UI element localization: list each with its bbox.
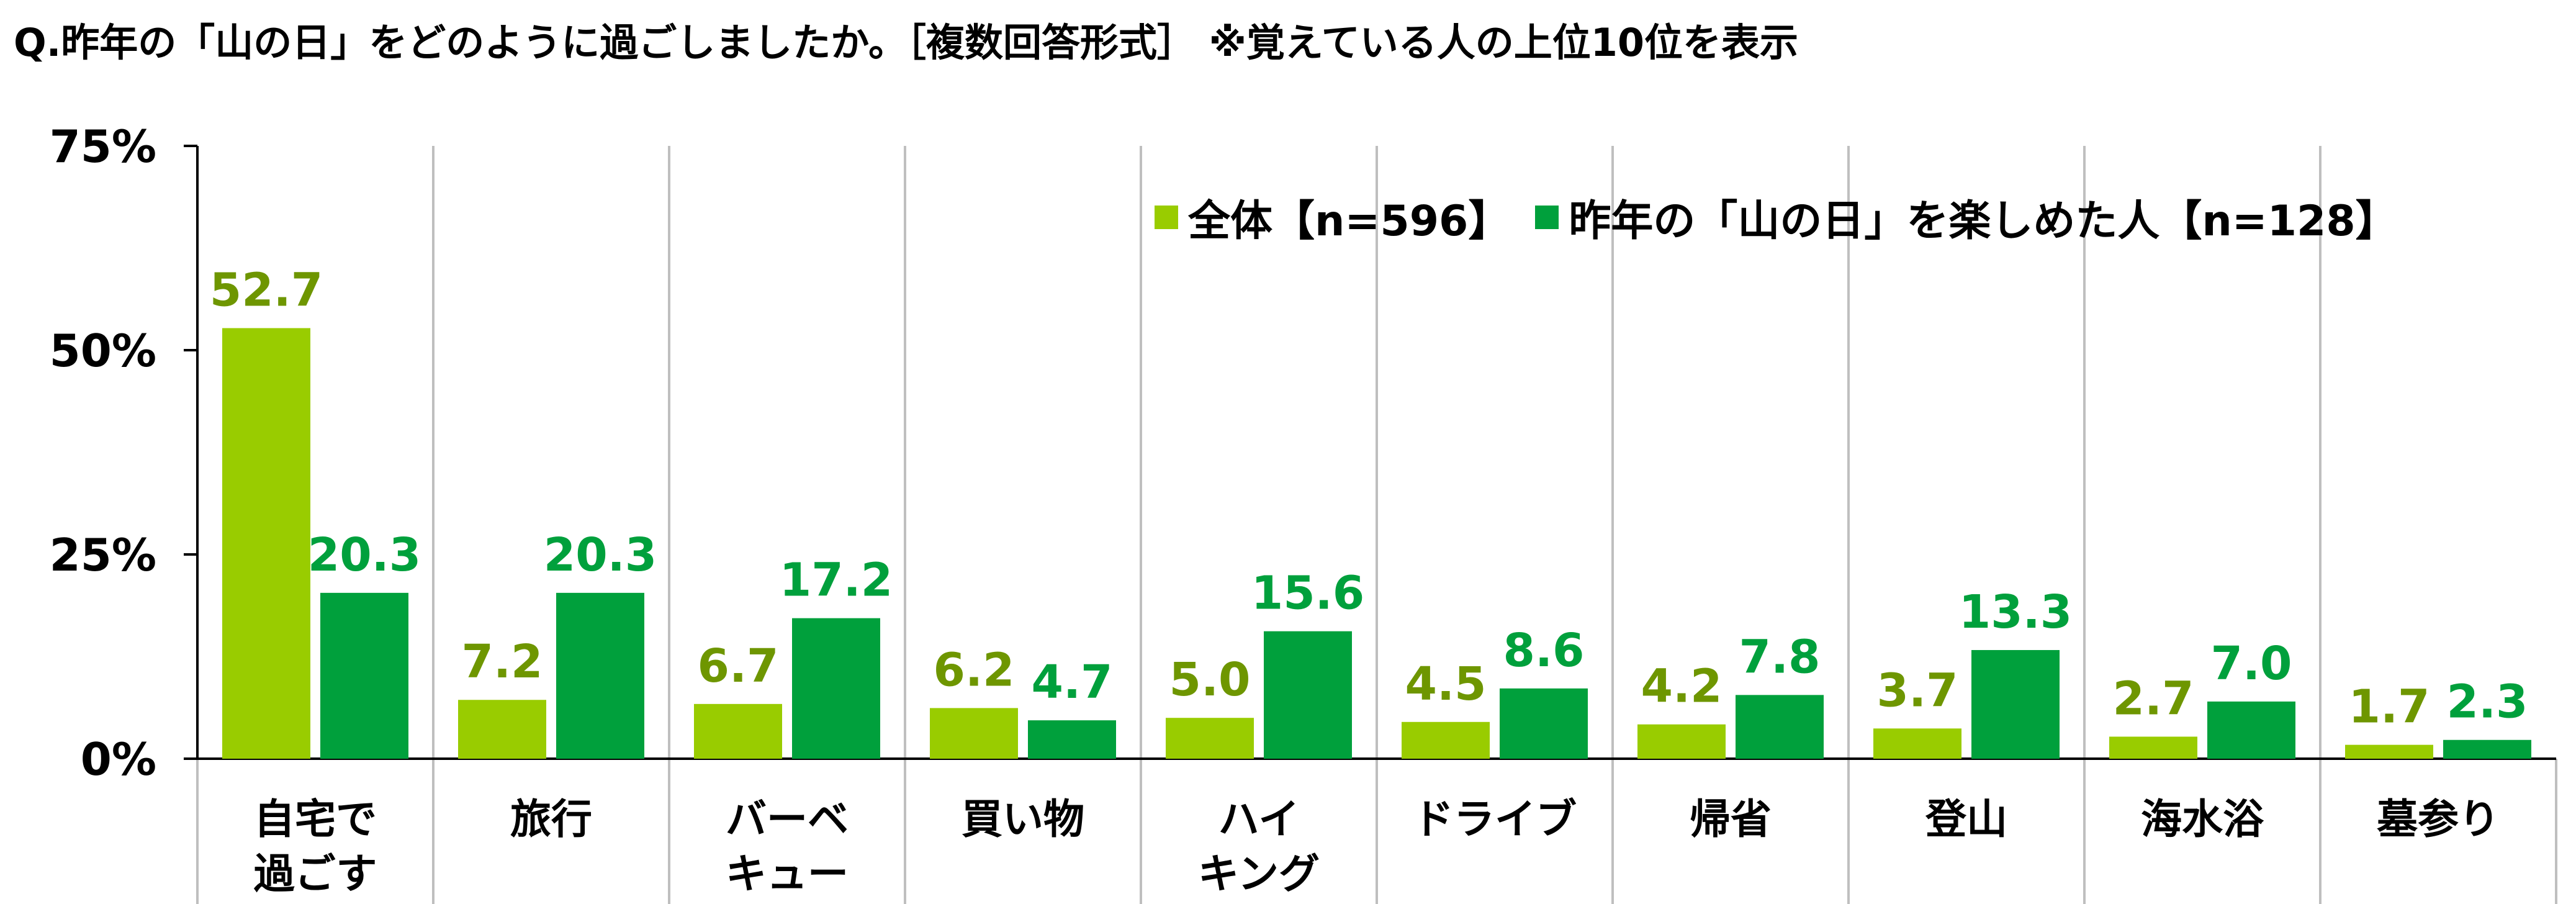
bar-enjoyed bbox=[2207, 701, 2295, 759]
data-label-all: 4.2 bbox=[1641, 660, 1722, 713]
bar-all bbox=[1873, 728, 1961, 759]
category-label: 海水浴 bbox=[2141, 795, 2264, 843]
data-label-all: 7.2 bbox=[461, 635, 543, 689]
data-label-enjoyed: 20.3 bbox=[544, 528, 657, 582]
data-label-all: 1.7 bbox=[2348, 680, 2430, 734]
bar-enjoyed bbox=[320, 592, 408, 759]
bar-all bbox=[1637, 724, 1726, 759]
category-label: キュー bbox=[726, 850, 849, 898]
bar-enjoyed bbox=[1264, 631, 1352, 759]
category-label: 買い物 bbox=[961, 795, 1084, 843]
category-label: ハイ bbox=[1218, 795, 1300, 843]
legend-swatch-all bbox=[1155, 205, 1178, 229]
category-label: 帰省 bbox=[1690, 795, 1772, 843]
data-label-enjoyed: 13.3 bbox=[1959, 585, 2073, 639]
bar-enjoyed bbox=[1736, 695, 1824, 759]
category-label: 旅行 bbox=[510, 795, 592, 843]
category-label: 登山 bbox=[1925, 795, 2007, 843]
bar-enjoyed bbox=[1500, 688, 1588, 759]
data-label-enjoyed: 8.6 bbox=[1503, 624, 1584, 677]
category-label: 過ごす bbox=[254, 850, 377, 898]
data-label-all: 6.7 bbox=[697, 640, 778, 693]
bar-enjoyed bbox=[1028, 720, 1116, 759]
bar-all bbox=[222, 328, 310, 759]
data-label-all: 52.7 bbox=[210, 263, 323, 317]
bar-all bbox=[694, 703, 782, 759]
category-label: ドライブ bbox=[1413, 795, 1577, 843]
data-label-all: 6.2 bbox=[933, 643, 1014, 697]
data-label-enjoyed: 2.3 bbox=[2446, 676, 2528, 729]
bar-all bbox=[458, 700, 546, 759]
y-tick-label: 75% bbox=[50, 120, 156, 173]
data-label-enjoyed: 17.2 bbox=[780, 554, 893, 607]
category-label: バーベ bbox=[726, 795, 849, 843]
legend-label-enjoyed: 昨年の「山の日」を楽しめた人【n=128】 bbox=[1569, 197, 2398, 246]
bar-enjoyed bbox=[556, 592, 644, 759]
data-label-all: 3.7 bbox=[1876, 664, 1958, 717]
data-label-enjoyed: 15.6 bbox=[1251, 567, 1365, 620]
bar-all bbox=[1402, 721, 1490, 759]
y-tick-label: 0% bbox=[81, 733, 156, 785]
bar-all bbox=[2109, 736, 2197, 759]
legend-label-all: 全体【n=596】 bbox=[1188, 197, 1511, 246]
data-label-enjoyed: 7.0 bbox=[2210, 637, 2292, 690]
bar-enjoyed bbox=[2443, 739, 2531, 759]
legend: 全体【n=596】 昨年の「山の日」を楽しめた人【n=128】 bbox=[1155, 186, 2398, 248]
data-label-enjoyed: 20.3 bbox=[308, 528, 421, 582]
y-tick-label: 25% bbox=[50, 529, 156, 581]
category-label: 自宅で bbox=[254, 795, 377, 843]
bar-all bbox=[930, 708, 1018, 759]
category-label: 墓参り bbox=[2377, 795, 2500, 843]
data-label-enjoyed: 7.8 bbox=[1739, 630, 1820, 684]
legend-swatch-enjoyed bbox=[1535, 205, 1559, 229]
data-label-all: 2.7 bbox=[2112, 672, 2194, 725]
chart-title: Q.昨年の「山の日」をどのように過ごしましたか。［複数回答形式］ ※覚えている人… bbox=[14, 20, 1799, 65]
y-tick-label: 50% bbox=[50, 325, 156, 377]
category-label: キング bbox=[1198, 850, 1320, 898]
data-label-all: 4.5 bbox=[1405, 658, 1486, 711]
legend-item-enjoyed: 昨年の「山の日」を楽しめた人【n=128】 bbox=[1535, 186, 2398, 248]
bar-enjoyed bbox=[792, 618, 880, 759]
data-label-enjoyed: 4.7 bbox=[1031, 656, 1112, 709]
bar-all bbox=[2345, 744, 2433, 759]
bar-enjoyed bbox=[1971, 649, 2060, 759]
bar-all bbox=[1166, 718, 1254, 759]
data-label-all: 5.0 bbox=[1169, 653, 1250, 707]
legend-item-all: 全体【n=596】 bbox=[1155, 186, 1510, 248]
